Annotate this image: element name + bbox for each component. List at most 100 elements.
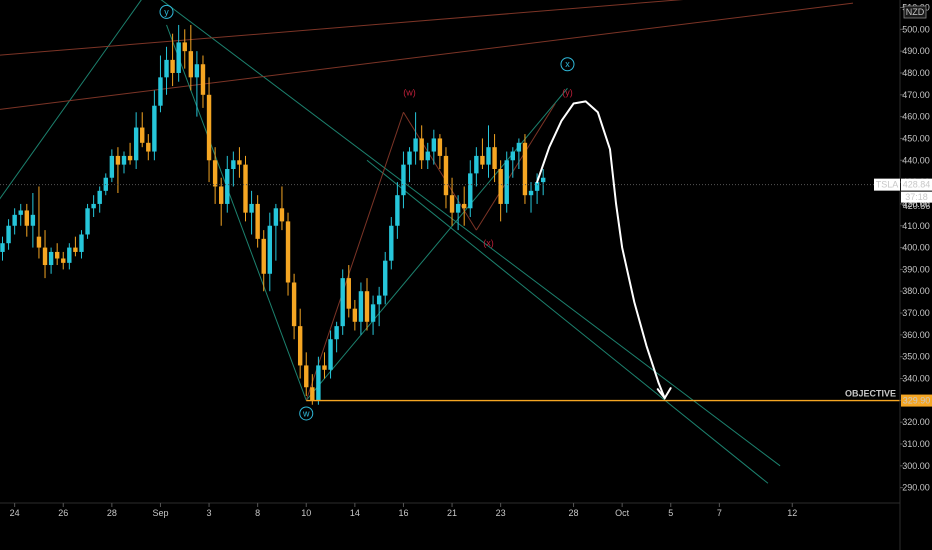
candle-body [413, 138, 418, 152]
time-tick-label: 5 [668, 508, 673, 518]
candle-body [328, 339, 333, 370]
trend-line-inner-x-leg [403, 111, 477, 231]
time-ticks: 24 26 28 Sep 3 8 10 14 16 21 23 28 Oct 5 7 12 [10, 503, 797, 518]
time-axis[interactable]: 24 26 28 Sep 3 8 10 14 16 21 23 28 Oct 5 7 12 [0, 502, 900, 518]
candle-body [316, 365, 321, 401]
time-tick-label: 23 [496, 508, 506, 518]
price-tick-label: 390.00 [902, 264, 930, 274]
candle-body [54, 251, 60, 259]
candle-body [437, 138, 443, 156]
candle-body [170, 59, 175, 73]
candle-body [67, 247, 72, 263]
projection-line [536, 100, 666, 400]
time-tick-label: 28 [569, 508, 579, 518]
candle-body [322, 365, 327, 370]
candle-body [346, 278, 351, 309]
candle-body [407, 151, 412, 165]
price-axis-bg [900, 0, 932, 550]
candle-body [225, 169, 230, 204]
candle-body [401, 164, 406, 196]
wave-label-text: x [565, 59, 570, 69]
wave-label-text: y [164, 7, 169, 17]
objective-level: OBJECTIVE [306, 389, 900, 402]
wave-label-circle [159, 4, 174, 19]
price-tick-label: 500.00 [902, 24, 930, 34]
candle-body [261, 238, 266, 274]
trend-line-lower-descent [366, 159, 769, 484]
currency-badge-box [903, 5, 927, 19]
price-tick-label: 450.00 [902, 133, 930, 143]
price-tick-label: 340.00 [902, 374, 930, 384]
trend-line-w-to-x-leg [305, 87, 568, 401]
objective-price-marker: 329.90 [901, 394, 932, 407]
time-tick-label: Oct [615, 508, 630, 518]
candle-body [127, 155, 133, 161]
price-tick-label: 420.00 [902, 199, 930, 209]
candle-body [30, 214, 36, 226]
price-ticks: 290.00300.00310.00320.00330.00340.00350.… [900, 3, 930, 493]
price-tick-label: 320.00 [902, 417, 930, 427]
candle-body [462, 203, 467, 209]
trend-line-inner-w-leg [305, 112, 404, 401]
trend-line-lower-brown [0, 2, 854, 110]
candle-body [340, 278, 345, 327]
candle-body [24, 210, 29, 226]
ticker-label: TSLA [876, 180, 899, 190]
price-tick-label: 370.00 [902, 308, 930, 318]
candle-body [6, 225, 11, 244]
candle-body [352, 308, 358, 322]
candle-body [419, 138, 424, 161]
time-tick-label: 21 [447, 508, 457, 518]
price-tick-label: 440.00 [902, 155, 930, 165]
price-tick-label: 360.00 [902, 330, 930, 340]
candle-body [231, 160, 236, 170]
candle-body [12, 214, 17, 226]
candle-body [152, 105, 157, 152]
time-tick-label: 16 [398, 508, 408, 518]
candle-body [176, 42, 181, 73]
price-tick-label: 400.00 [902, 243, 930, 253]
price-tick-label: 470.00 [902, 90, 930, 100]
countdown-badge [901, 191, 932, 203]
time-tick-label: 26 [58, 508, 68, 518]
candle-body [285, 221, 291, 283]
price-tick-label: 380.00 [902, 286, 930, 296]
candle-body [297, 326, 303, 366]
candle-body [42, 247, 48, 266]
price-tick-label: 300.00 [902, 461, 930, 471]
candle-body [310, 387, 315, 401]
wave-label-text: (w) [403, 88, 416, 98]
objective-price-badge [901, 394, 932, 407]
candle-body [255, 203, 260, 239]
candle-body [455, 203, 461, 213]
candle-body [85, 208, 90, 235]
candle-body [18, 210, 23, 215]
candle-body [449, 195, 455, 213]
currency-badge[interactable]: NZD [903, 5, 927, 19]
candle-body [516, 142, 522, 152]
candle-body [376, 295, 382, 305]
trend-line-outer-channel-descent [160, 0, 781, 467]
candle-body [200, 64, 206, 95]
price-tick-label: 480.00 [902, 68, 930, 78]
wave-labels: y w x (w) (x) (y) [159, 4, 575, 421]
candle-body [249, 203, 254, 213]
candle-body [146, 142, 151, 152]
candle-body [115, 155, 121, 165]
ticker-badge [874, 178, 900, 191]
last-price-marker: TSLA 428.84 37:18 420.86 [0, 178, 932, 211]
candle-body [395, 195, 400, 226]
candle-body [73, 247, 78, 252]
wave-label-circle [560, 57, 575, 72]
trend-line-inner-y-leg [475, 103, 556, 231]
last-price-badge [901, 178, 932, 191]
candle-body [334, 326, 339, 340]
price-tick-label: 290.00 [902, 483, 930, 493]
candle-body [468, 173, 473, 209]
candle-body [480, 155, 485, 165]
candle-body [91, 203, 96, 209]
trend-lines [0, 0, 854, 484]
time-tick-label: 12 [787, 508, 797, 518]
